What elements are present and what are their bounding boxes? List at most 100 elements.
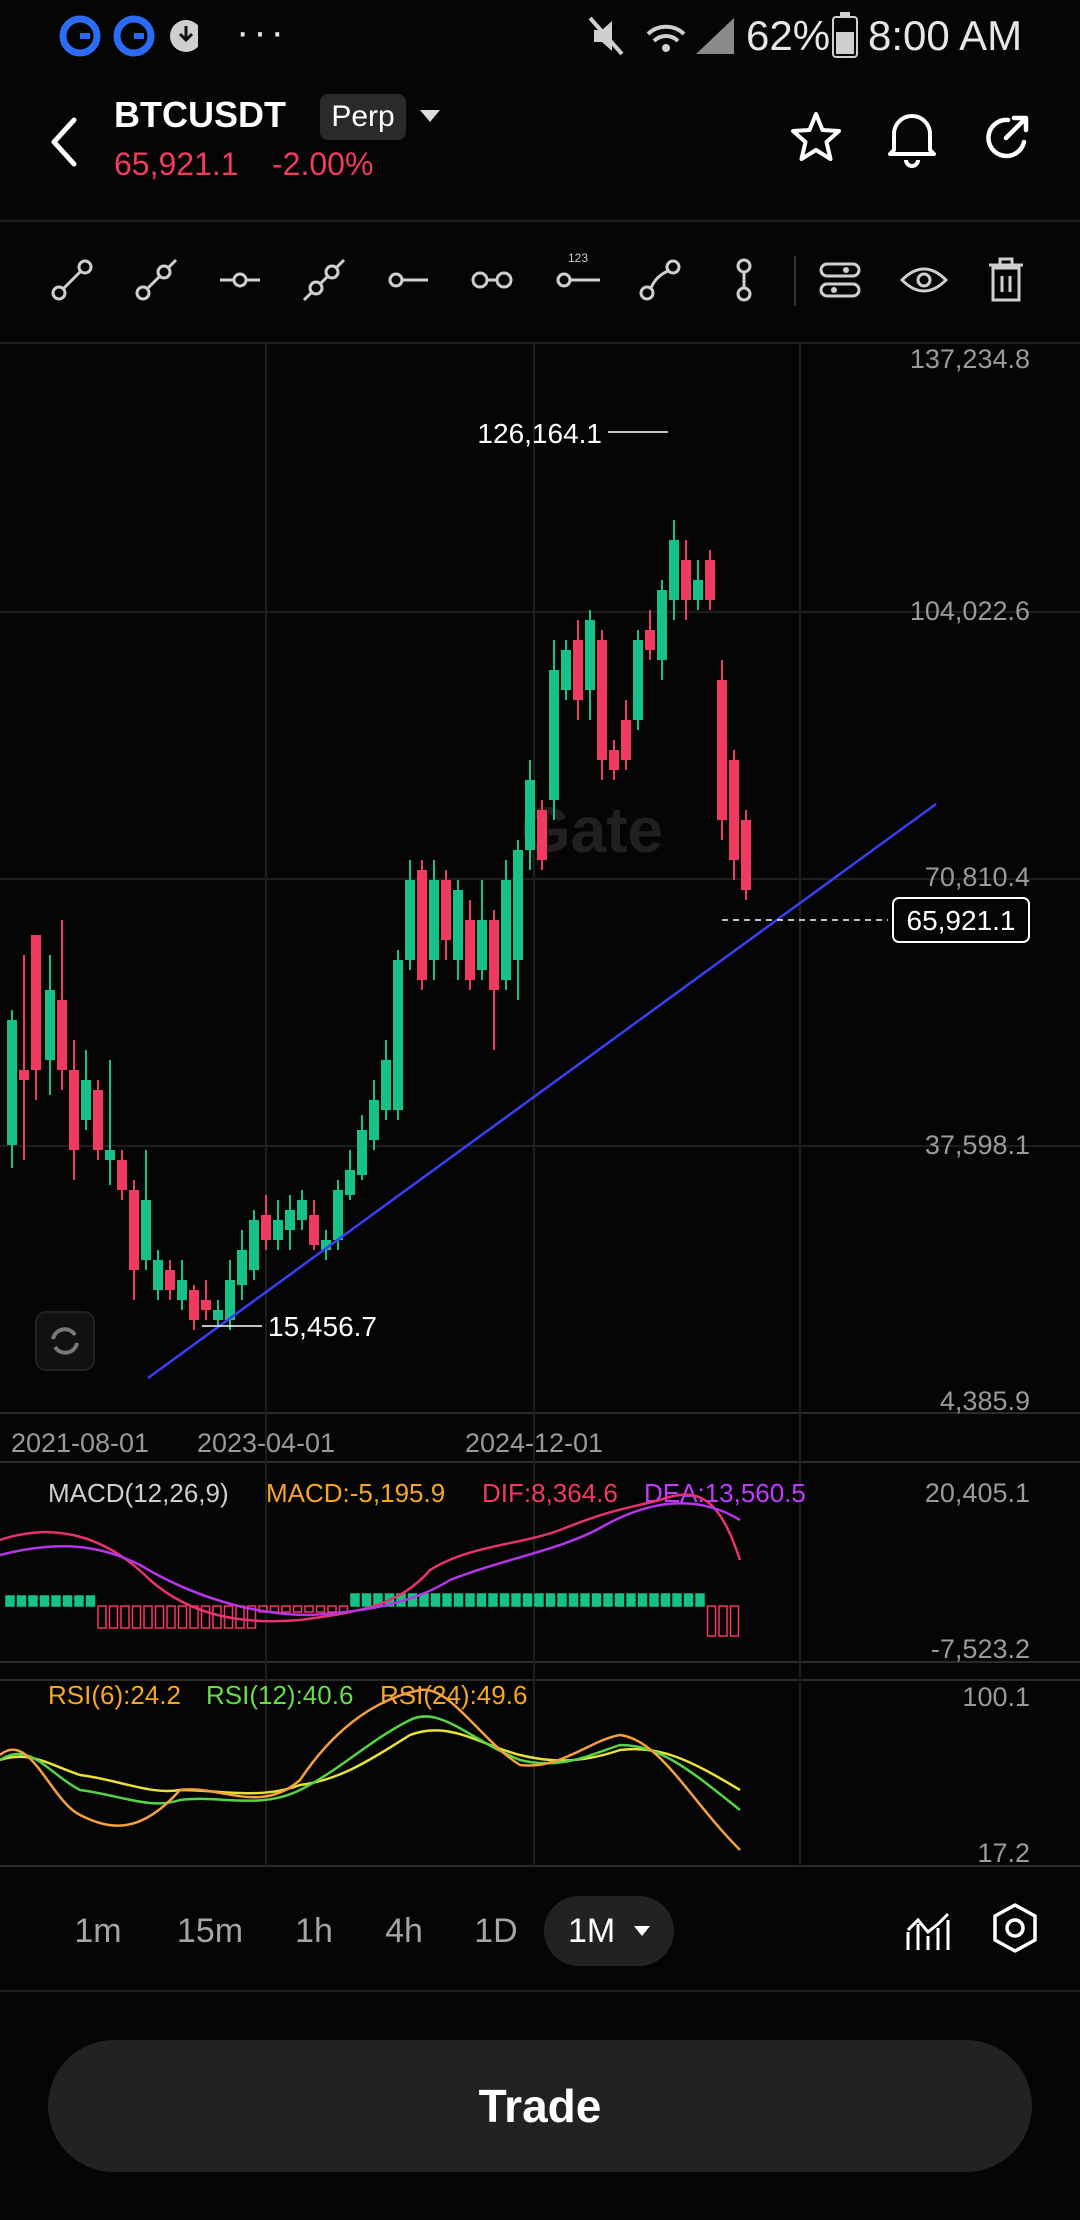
macd-bar bbox=[350, 1593, 360, 1607]
macd-bar bbox=[591, 1593, 602, 1607]
macd-bar bbox=[292, 1605, 303, 1613]
macd-panel: MACD(12,26,9) MACD:-5,195.9 DIF:8,364.6 … bbox=[0, 1478, 1030, 1664]
back-arrow-icon[interactable] bbox=[44, 114, 84, 170]
timeframe-1m[interactable]: 1m bbox=[74, 1912, 122, 1950]
status-bar: ··· 62% 8:00 AM bbox=[0, 0, 1080, 72]
rsi24-line bbox=[0, 1729, 741, 1795]
header: BTCUSDT Perp 65,921.1 -2.00% bbox=[0, 72, 1080, 222]
extended-line-icon[interactable] bbox=[302, 258, 346, 302]
macd-bar bbox=[499, 1593, 510, 1607]
price-axis-label: 4,385.9 bbox=[940, 1386, 1030, 1416]
timeframe-4h[interactable]: 4h bbox=[385, 1912, 423, 1950]
macd-bar bbox=[51, 1595, 61, 1607]
macd-bar bbox=[74, 1595, 84, 1607]
timeframe-1d[interactable]: 1D bbox=[474, 1912, 518, 1950]
rsi-axis-top: 100.1 bbox=[962, 1682, 1030, 1712]
horizontal-ray-icon[interactable] bbox=[386, 258, 430, 302]
candle-body bbox=[561, 650, 571, 690]
line-tool-icon[interactable] bbox=[50, 258, 94, 302]
timeframe-1M-active[interactable]: 1M bbox=[544, 1896, 674, 1966]
candle-body bbox=[237, 1250, 247, 1285]
macd-title: MACD(12,26,9) bbox=[48, 1478, 229, 1508]
indicators-icon[interactable] bbox=[904, 1906, 952, 1954]
macd-bar bbox=[28, 1595, 38, 1607]
symbol-title[interactable]: BTCUSDT bbox=[114, 94, 286, 135]
candle-body bbox=[177, 1280, 187, 1300]
low-price-label: 15,456.7 bbox=[268, 1311, 377, 1342]
candle-body bbox=[729, 760, 739, 860]
timeframe-1h[interactable]: 1h bbox=[295, 1912, 333, 1950]
candle-body bbox=[537, 810, 547, 860]
last-price: 65,921.1 bbox=[114, 146, 239, 182]
candle-body bbox=[477, 920, 487, 970]
price-label-icon[interactable]: 123 bbox=[554, 250, 602, 302]
rsi-panel: RSI(6):24.2 RSI(12):40.6 RSI(24):49.6 10… bbox=[0, 1680, 1030, 1868]
layers-icon[interactable] bbox=[818, 258, 862, 302]
visibility-icon[interactable] bbox=[900, 258, 948, 302]
timeframe-15m[interactable]: 15m bbox=[176, 1912, 244, 1950]
current-price-tag bbox=[892, 897, 1030, 943]
macd-value: MACD:-5,195.9 bbox=[266, 1478, 445, 1508]
macd-bar bbox=[419, 1593, 429, 1607]
parallel-line-icon[interactable] bbox=[470, 258, 514, 302]
candle-body bbox=[513, 850, 523, 960]
candle-body bbox=[681, 560, 691, 600]
horizontal-line-icon[interactable] bbox=[218, 258, 262, 302]
macd-bar bbox=[315, 1605, 326, 1613]
vertical-tool-icon[interactable] bbox=[722, 254, 766, 306]
chevron-down-icon[interactable] bbox=[418, 108, 442, 124]
macd-bar bbox=[166, 1605, 176, 1629]
chart-settings-icon[interactable] bbox=[990, 1902, 1040, 1954]
candle-body bbox=[201, 1300, 211, 1310]
contract-type-badge[interactable]: Perp bbox=[320, 94, 406, 140]
share-icon[interactable] bbox=[980, 110, 1036, 166]
candle-body bbox=[417, 870, 427, 980]
status-icons bbox=[588, 16, 734, 56]
current-price-label: 65,921.1 bbox=[907, 905, 1016, 936]
trade-button[interactable]: Trade bbox=[48, 2040, 1032, 2172]
macd-bar bbox=[476, 1593, 487, 1607]
favorite-star-icon[interactable] bbox=[788, 110, 844, 166]
trash-icon[interactable] bbox=[986, 256, 1026, 304]
candle-body bbox=[153, 1260, 163, 1290]
macd-bar bbox=[108, 1605, 119, 1629]
candle-body bbox=[393, 960, 403, 1110]
price-change: -2.00% bbox=[272, 146, 374, 182]
high-price-label: 126,164.1 bbox=[477, 418, 602, 449]
candle-body bbox=[31, 935, 41, 1070]
price-chart[interactable]: Gate 65,921.1 126,164.1 15,456.7 137,234… bbox=[0, 342, 1080, 1869]
candle-body bbox=[309, 1215, 319, 1245]
chart-area[interactable]: Gate 65,921.1 126,164.1 15,456.7 137,234… bbox=[0, 342, 1080, 1869]
candle-body bbox=[357, 1130, 367, 1175]
candle-body bbox=[609, 750, 619, 770]
dif-value: DIF:8,364.6 bbox=[482, 1478, 618, 1508]
macd-bar bbox=[177, 1605, 188, 1629]
macd-bar bbox=[16, 1595, 27, 1607]
macd-histogram bbox=[5, 1593, 740, 1637]
macd-bar bbox=[327, 1605, 337, 1613]
date-axis-label: 2021-08-01 bbox=[11, 1428, 149, 1458]
macd-bar bbox=[131, 1605, 142, 1629]
date-axis-label: 2024-12-01 bbox=[465, 1428, 603, 1458]
ray-tool-icon[interactable] bbox=[134, 258, 178, 302]
battery-percent: 62% bbox=[746, 12, 831, 59]
alert-bell-icon[interactable] bbox=[884, 108, 940, 168]
path-tool-icon[interactable] bbox=[638, 258, 682, 302]
macd-bar bbox=[235, 1605, 245, 1629]
candle-body bbox=[501, 880, 511, 980]
battery-icon bbox=[832, 12, 858, 58]
candle-body bbox=[321, 1240, 331, 1250]
candle-body bbox=[381, 1060, 391, 1110]
macd-bar bbox=[143, 1605, 153, 1629]
rsi12-value: RSI(12):40.6 bbox=[206, 1680, 353, 1710]
macd-bar bbox=[626, 1593, 636, 1607]
candle-body bbox=[81, 1080, 91, 1120]
candle-body bbox=[633, 640, 643, 720]
macd-bar bbox=[361, 1593, 372, 1607]
macd-bar bbox=[39, 1595, 50, 1607]
macd-bar bbox=[269, 1605, 280, 1613]
candle-body bbox=[117, 1160, 127, 1190]
macd-bar bbox=[511, 1593, 521, 1607]
macd-bar bbox=[465, 1593, 475, 1607]
candle-body bbox=[429, 880, 439, 960]
